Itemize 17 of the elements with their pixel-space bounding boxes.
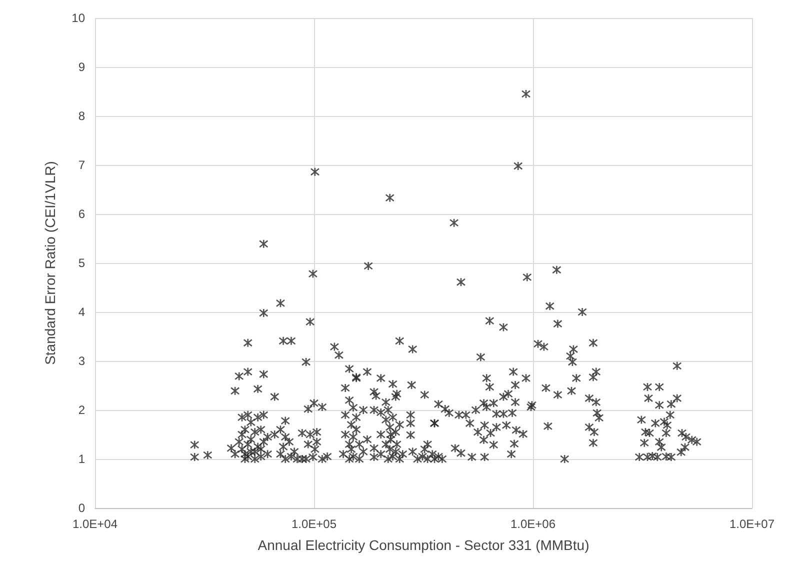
y-axis-title: Standard Error Ratio (CEI/1VLR) bbox=[42, 161, 58, 365]
y-tick-label: 9 bbox=[78, 60, 86, 74]
y-tick-label: 8 bbox=[78, 109, 86, 123]
y-tick-label: 0 bbox=[78, 501, 86, 515]
y-tick-label: 10 bbox=[72, 11, 86, 25]
y-tick-label: 6 bbox=[78, 207, 86, 221]
y-tick-label: 5 bbox=[78, 256, 86, 270]
x-tick-label: 1.0E+06 bbox=[510, 517, 556, 531]
y-tick-label: 3 bbox=[78, 354, 86, 368]
x-axis-title: Annual Electricity Consumption - Sector 331 (MMBtu) bbox=[258, 537, 590, 553]
x-tick-label: 1.0E+07 bbox=[729, 517, 775, 531]
x-tick-label: 1.0E+05 bbox=[291, 517, 337, 531]
y-tick-label: 2 bbox=[78, 403, 86, 417]
x-tick-label: 1.0E+04 bbox=[72, 517, 118, 531]
y-tick-label: 4 bbox=[78, 305, 86, 319]
y-tick-label: 1 bbox=[78, 452, 86, 466]
y-tick-label: 7 bbox=[78, 158, 86, 172]
